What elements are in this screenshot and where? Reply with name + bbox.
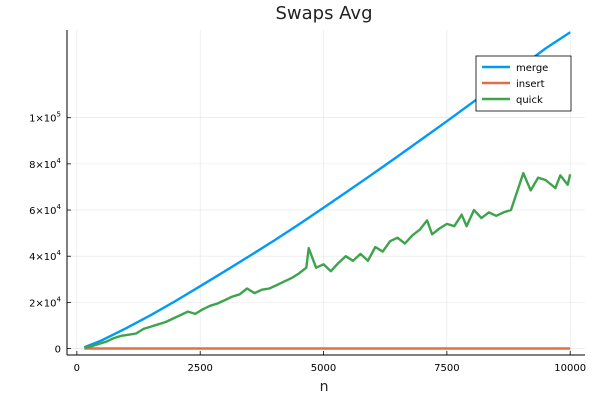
y-tick-label: 4×104 <box>29 249 61 263</box>
legend-label-merge: merge <box>516 63 548 74</box>
x-tick-label: 2500 <box>187 363 212 374</box>
x-tick-label: 0 <box>74 363 80 374</box>
x-axis-label: n <box>320 379 329 395</box>
chart-title: Swaps Avg <box>275 3 372 24</box>
y-tick-label: 8×104 <box>29 157 61 171</box>
y-tick-label: 6×104 <box>29 203 61 217</box>
y-tick-label: 0 <box>55 345 61 356</box>
legend-label-insert: insert <box>516 79 545 90</box>
series-line-quick <box>84 171 572 349</box>
x-tick-label: 5000 <box>311 363 336 374</box>
x-tick-label: 7500 <box>434 363 459 374</box>
axes: 0 2500 5000 7500 10000 0 2×104 4×104 6×104 8×104 1… <box>29 30 586 374</box>
legend: merge insert quick <box>475 55 572 112</box>
x-tick-label: 10000 <box>554 363 586 374</box>
legend-label-quick: quick <box>516 95 543 106</box>
y-tick-label: 1×105 <box>29 111 61 125</box>
y-tick-label: 2×104 <box>29 295 61 309</box>
